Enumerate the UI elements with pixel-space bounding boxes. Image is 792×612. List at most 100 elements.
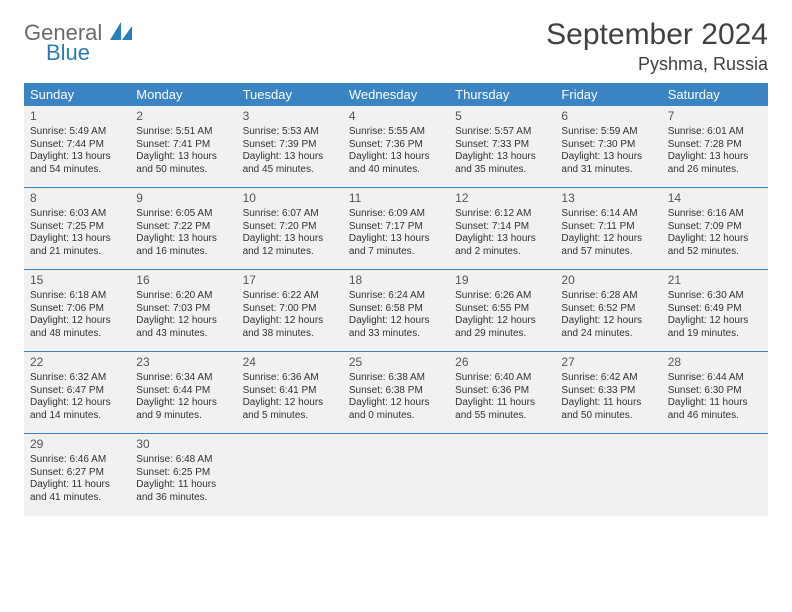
sunset-line: Sunset: 6:36 PM	[455, 385, 549, 398]
calendar-cell: 7Sunrise: 6:01 AMSunset: 7:28 PMDaylight…	[662, 106, 768, 188]
day-number: 7	[668, 109, 762, 124]
sunset-line: Sunset: 7:11 PM	[561, 221, 655, 234]
daylight-line: Daylight: 12 hours and 33 minutes.	[349, 315, 443, 340]
day-number: 6	[561, 109, 655, 124]
day-number: 20	[561, 273, 655, 288]
calendar-cell: 21Sunrise: 6:30 AMSunset: 6:49 PMDayligh…	[662, 270, 768, 352]
day-number: 1	[30, 109, 124, 124]
sunset-line: Sunset: 6:38 PM	[349, 385, 443, 398]
daylight-line: Daylight: 12 hours and 52 minutes.	[668, 233, 762, 258]
day-number: 22	[30, 355, 124, 370]
day-number: 4	[349, 109, 443, 124]
sunrise-line: Sunrise: 6:09 AM	[349, 208, 443, 221]
day-number: 5	[455, 109, 549, 124]
sunrise-line: Sunrise: 6:44 AM	[668, 372, 762, 385]
calendar-cell: 22 Sunrise: 6:32 AMSunset: 6:47 PMDayligh…	[24, 352, 130, 434]
sunset-line: Sunset: 7:28 PM	[668, 139, 762, 152]
calendar-cell-empty	[343, 434, 449, 516]
sunset-line: Sunset: 6:33 PM	[561, 385, 655, 398]
calendar-cell: 4Sunrise: 5:55 AMSunset: 7:36 PMDaylight…	[343, 106, 449, 188]
weekday-header: Thursday	[449, 83, 555, 106]
day-number: 14	[668, 191, 762, 206]
day-number: 9	[136, 191, 230, 206]
calendar-cell-empty	[662, 434, 768, 516]
calendar-cell: 5Sunrise: 5:57 AMSunset: 7:33 PMDaylight…	[449, 106, 555, 188]
sunset-line: Sunset: 7:00 PM	[243, 303, 337, 316]
daylight-line: Daylight: 12 hours and 14 minutes.	[30, 397, 124, 422]
sunrise-line: Sunrise: 6:28 AM	[561, 290, 655, 303]
calendar-cell: 24Sunrise: 6:36 AMSunset: 6:41 PMDayligh…	[237, 352, 343, 434]
sunset-line: Sunset: 7:06 PM	[30, 303, 124, 316]
sunrise-line: Sunrise: 6:14 AM	[561, 208, 655, 221]
calendar-cell: 9 Sunrise: 6:05 AMSunset: 7:22 PMDaylight…	[130, 188, 236, 270]
weekday-header: Saturday	[662, 83, 768, 106]
calendar-cell-empty	[555, 434, 661, 516]
daylight-line: Daylight: 13 hours and 26 minutes.	[668, 151, 762, 176]
calendar-cell: 19Sunrise: 6:26 AMSunset: 6:55 PMDayligh…	[449, 270, 555, 352]
sunset-line: Sunset: 6:41 PM	[243, 385, 337, 398]
sunrise-line: Sunrise: 6:38 AM	[349, 372, 443, 385]
sunset-line: Sunset: 7:44 PM	[30, 139, 124, 152]
sunset-line: Sunset: 6:52 PM	[561, 303, 655, 316]
sunset-line: Sunset: 6:30 PM	[668, 385, 762, 398]
day-number: 27	[561, 355, 655, 370]
day-number: 23	[136, 355, 230, 370]
calendar-cell: 27Sunrise: 6:42 AMSunset: 6:33 PMDayligh…	[555, 352, 661, 434]
calendar-cell: 14Sunrise: 6:16 AMSunset: 7:09 PMDayligh…	[662, 188, 768, 270]
sunset-line: Sunset: 6:49 PM	[668, 303, 762, 316]
sunset-line: Sunset: 7:09 PM	[668, 221, 762, 234]
calendar-cell: 1Sunrise: 5:49 AMSunset: 7:44 PMDaylight…	[24, 106, 130, 188]
daylight-line: Daylight: 13 hours and 12 minutes.	[243, 233, 337, 258]
calendar-cell: 15Sunrise: 6:18 AMSunset: 7:06 PMDayligh…	[24, 270, 130, 352]
calendar-cell: 20Sunrise: 6:28 AMSunset: 6:52 PMDayligh…	[555, 270, 661, 352]
sunset-line: Sunset: 7:03 PM	[136, 303, 230, 316]
sunset-line: Sunset: 7:39 PM	[243, 139, 337, 152]
sunrise-line: Sunrise: 6:34 AM	[136, 372, 230, 385]
daylight-line: Daylight: 13 hours and 21 minutes.	[30, 233, 124, 258]
calendar-cell: 26Sunrise: 6:40 AMSunset: 6:36 PMDayligh…	[449, 352, 555, 434]
day-number: 15	[30, 273, 124, 288]
daylight-line: Daylight: 13 hours and 45 minutes.	[243, 151, 337, 176]
sunset-line: Sunset: 7:22 PM	[136, 221, 230, 234]
daylight-line: Daylight: 11 hours and 41 minutes.	[30, 479, 124, 504]
day-number: 26	[455, 355, 549, 370]
sunrise-line: Sunrise: 6:48 AM	[136, 454, 230, 467]
daylight-line: Daylight: 13 hours and 31 minutes.	[561, 151, 655, 176]
calendar-cell: 2Sunrise: 5:51 AMSunset: 7:41 PMDaylight…	[130, 106, 236, 188]
header: General Blue September 2024 Pyshma, Russ…	[24, 18, 768, 75]
calendar-body: 1Sunrise: 5:49 AMSunset: 7:44 PMDaylight…	[24, 106, 768, 516]
calendar-cell: 8Sunrise: 6:03 AMSunset: 7:25 PMDaylight…	[24, 188, 130, 270]
sunrise-line: Sunrise: 5:59 AM	[561, 126, 655, 139]
sunrise-line: Sunrise: 6:46 AM	[30, 454, 124, 467]
sunrise-line: Sunrise: 6:22 AM	[243, 290, 337, 303]
day-number: 24	[243, 355, 337, 370]
weekday-header: Tuesday	[237, 83, 343, 106]
calendar-cell: 6Sunrise: 5:59 AMSunset: 7:30 PMDaylight…	[555, 106, 661, 188]
logo-word2: Blue	[46, 42, 132, 64]
daylight-line: Daylight: 11 hours and 55 minutes.	[455, 397, 549, 422]
daylight-line: Daylight: 13 hours and 40 minutes.	[349, 151, 443, 176]
day-number: 29	[30, 437, 124, 452]
daylight-line: Daylight: 12 hours and 5 minutes.	[243, 397, 337, 422]
day-number: 10	[243, 191, 337, 206]
sunrise-line: Sunrise: 6:24 AM	[349, 290, 443, 303]
sunrise-line: Sunrise: 6:03 AM	[30, 208, 124, 221]
sunrise-line: Sunrise: 6:05 AM	[136, 208, 230, 221]
daylight-line: Daylight: 13 hours and 7 minutes.	[349, 233, 443, 258]
daylight-line: Daylight: 11 hours and 50 minutes.	[561, 397, 655, 422]
day-number: 8	[30, 191, 124, 206]
calendar-cell: 18Sunrise: 6:24 AMSunset: 6:58 PMDayligh…	[343, 270, 449, 352]
sunset-line: Sunset: 7:20 PM	[243, 221, 337, 234]
calendar-cell: 12Sunrise: 6:12 AMSunset: 7:14 PMDayligh…	[449, 188, 555, 270]
weekday-header: Monday	[130, 83, 236, 106]
daylight-line: Daylight: 12 hours and 38 minutes.	[243, 315, 337, 340]
sunset-line: Sunset: 6:47 PM	[30, 385, 124, 398]
daylight-line: Daylight: 13 hours and 50 minutes.	[136, 151, 230, 176]
sunrise-line: Sunrise: 6:32 AM	[30, 372, 124, 385]
daylight-line: Daylight: 12 hours and 48 minutes.	[30, 315, 124, 340]
title-location: Pyshma, Russia	[546, 54, 768, 75]
sunrise-line: Sunrise: 6:12 AM	[455, 208, 549, 221]
day-number: 30	[136, 437, 230, 452]
sunrise-line: Sunrise: 5:55 AM	[349, 126, 443, 139]
daylight-line: Daylight: 13 hours and 16 minutes.	[136, 233, 230, 258]
